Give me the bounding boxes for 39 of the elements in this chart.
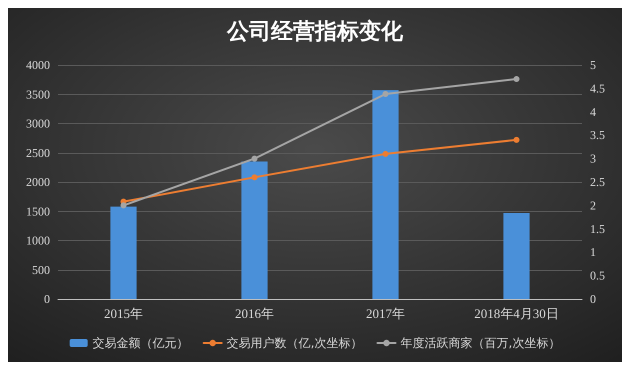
y2-tick-label: 3.5 <box>590 128 605 142</box>
point <box>382 91 388 98</box>
legend-label: 交易用户数（亿,次坐标） <box>226 336 363 350</box>
y-tick-label: 3500 <box>26 87 50 102</box>
y2-tick-label: 5 <box>590 58 596 72</box>
y2-tick-label: 2 <box>590 198 596 212</box>
y2-tick-label: 1.5 <box>590 222 605 236</box>
y2-tick-label: 4.5 <box>590 81 605 96</box>
x-tick-label: 2018年4月30日 <box>474 306 559 321</box>
chart-title: 公司经营指标变化 <box>226 18 404 44</box>
x-tick-label: 2017年 <box>366 306 405 321</box>
bar <box>110 206 137 299</box>
x-tick-label: 2016年 <box>235 306 274 321</box>
x-tick-label: 2015年 <box>104 306 143 321</box>
bar <box>503 213 530 299</box>
point <box>514 76 520 82</box>
y2-tick-label: 1 <box>590 245 596 260</box>
y2-tick-label: 0 <box>590 292 596 306</box>
point <box>252 156 258 162</box>
point <box>382 150 388 157</box>
y-tick-label: 2000 <box>26 175 50 189</box>
y-tick-label: 3000 <box>26 116 50 130</box>
y-tick-label: 1000 <box>26 234 50 248</box>
bar <box>372 90 399 299</box>
y-tick-label: 4000 <box>26 58 50 72</box>
y-tick-label: 2500 <box>26 146 50 160</box>
point <box>252 174 258 180</box>
legend-label: 年度活跃商家（百万,次坐标） <box>400 336 560 350</box>
y2-tick-label: 3 <box>590 152 596 166</box>
y2-tick-label: 0.5 <box>590 268 605 283</box>
y-tick-label: 0 <box>44 292 50 306</box>
y2-tick-label: 4 <box>590 104 596 119</box>
y2-tick-label: 2.5 <box>590 175 605 189</box>
y-tick-label: 500 <box>32 262 50 277</box>
legend-label: 交易金额（亿元） <box>92 336 189 350</box>
bar <box>241 162 268 299</box>
point <box>120 202 126 208</box>
y-tick-label: 1500 <box>26 204 50 218</box>
point <box>514 136 520 143</box>
